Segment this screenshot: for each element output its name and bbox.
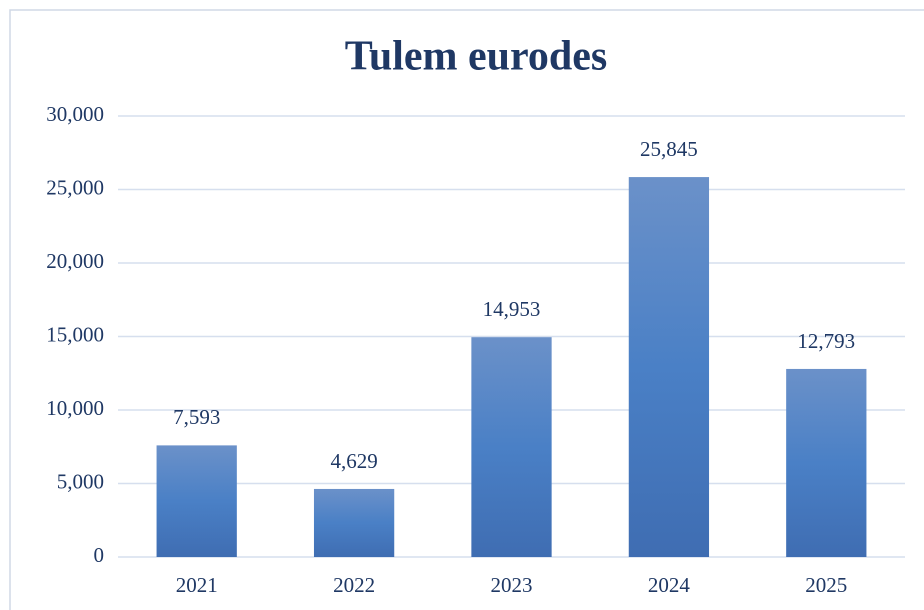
bar — [471, 337, 552, 557]
bar — [628, 177, 710, 558]
x-tick-label: 2022 — [333, 573, 375, 597]
x-tick-label: 2025 — [805, 573, 847, 597]
x-tick-label: 2021 — [176, 573, 218, 597]
y-tick-label: 10,000 — [46, 396, 104, 420]
y-tick-label: 20,000 — [46, 249, 104, 273]
data-label: 25,845 — [640, 137, 698, 161]
data-label: 4,629 — [330, 449, 377, 473]
bar — [313, 488, 395, 557]
y-tick-label: 15,000 — [46, 322, 104, 346]
bar — [156, 445, 237, 557]
chart-title: Tulem eurodes — [345, 34, 608, 80]
y-tick-label: 25,000 — [46, 175, 104, 199]
data-label: 7,593 — [173, 405, 220, 429]
y-tick-label: 30,000 — [46, 102, 104, 126]
data-label: 14,953 — [483, 297, 541, 321]
bar — [786, 368, 867, 557]
y-tick-label: 5,000 — [57, 469, 104, 493]
data-label: 12,793 — [797, 329, 855, 353]
x-tick-label: 2023 — [491, 573, 533, 597]
y-tick-label: 0 — [94, 543, 105, 567]
x-tick-label: 2024 — [648, 573, 691, 597]
